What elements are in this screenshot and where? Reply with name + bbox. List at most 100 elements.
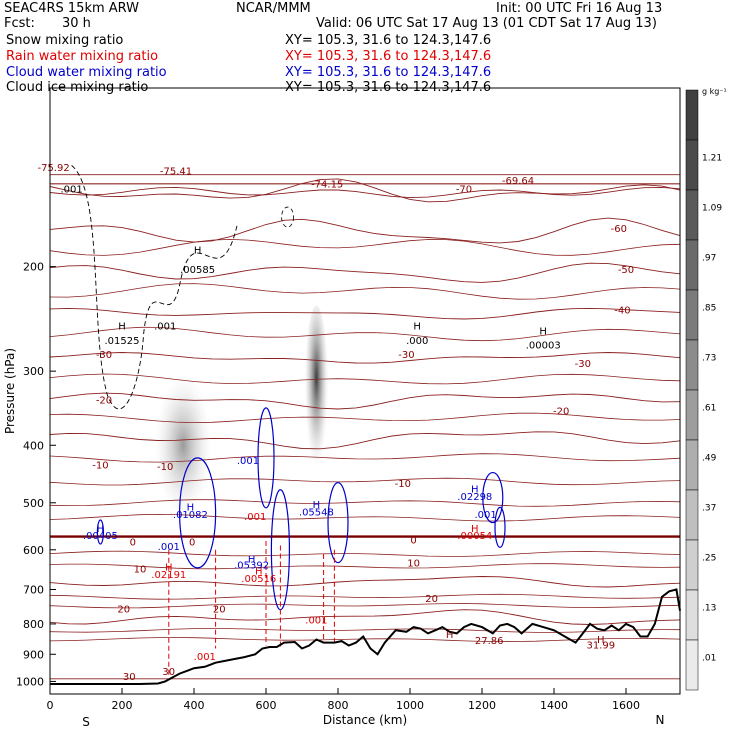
colorbar-tick-label: .01: [702, 654, 716, 664]
end-label-left: S: [82, 715, 90, 729]
colorbar: 1.21 1.09 .97 .85 .73 .61 .49 .37 .25 .13 .01 g kg⁻…: [685, 87, 727, 691]
temperature-contour: [49, 238, 681, 256]
temperature-contour: [49, 283, 681, 300]
contour-label: .001: [158, 542, 180, 553]
axes: 0 200 400 600 800 1000 1200 1400 160020030040050…: [3, 261, 664, 729]
contour-label: -30: [96, 350, 112, 361]
contour-label: 0: [130, 537, 136, 548]
contour-label: .001: [305, 615, 327, 626]
cloud-water-contour: [482, 471, 504, 524]
colorbar-swatch: [685, 339, 699, 391]
contour-label: H: [165, 562, 173, 573]
snow-contours: [71, 164, 295, 410]
x-tick-label: 1600: [612, 699, 640, 712]
y-tick-label: 1000: [16, 675, 44, 688]
y-tick-label: 200: [23, 261, 44, 274]
temperature-contour: [49, 352, 681, 364]
contour-label: .00585: [180, 265, 215, 276]
contour-label: -69.64: [502, 176, 534, 187]
contour-label: .05392: [234, 560, 269, 571]
temperature-contour: [49, 609, 681, 625]
colorbar-tick-label: .25: [702, 554, 716, 564]
colorbar-swatch: [685, 89, 699, 141]
contour-label: 20: [117, 604, 130, 615]
x-tick-label: 0: [47, 699, 54, 712]
colorbar-swatch: [685, 189, 699, 241]
colorbar-tick-label: .97: [702, 254, 716, 264]
contour-label: H: [539, 326, 547, 337]
cloud-water-contour: [257, 407, 275, 509]
contour-label: 0: [189, 537, 195, 548]
contour-labels: 27.86 31.99 -75.92 .001 -75.41 -74.15 -70 -69.6…: [37, 163, 634, 683]
contour-label: .02191: [151, 570, 186, 581]
rain-water-contours: [168, 541, 335, 677]
colorbar-swatch: [685, 389, 699, 441]
colorbar-tick-label: .73: [702, 354, 716, 364]
field-name-rain: Rain water mixing ratio: [6, 49, 159, 64]
colorbar-swatch: [685, 489, 699, 541]
fcst-value: 30 h: [62, 16, 91, 31]
contour-label: .001: [60, 184, 82, 195]
contour-label: H: [471, 484, 479, 495]
field-xy-rain: XY= 105.3, 31.6 to 124.3,147.6: [285, 49, 492, 64]
cloud-water-contour: [327, 482, 349, 564]
cloud-water-contour: [96, 519, 105, 545]
x-tick-label: 1200: [468, 699, 496, 712]
x-tick-label: 1000: [396, 699, 424, 712]
colorbar-tick-label: 1.21: [702, 154, 722, 164]
contour-label: -74.15: [311, 179, 343, 190]
temperature-contour: [49, 186, 681, 199]
terrain-line: [50, 588, 681, 685]
y-tick-label: 400: [23, 439, 44, 452]
contour-label: H: [255, 566, 263, 577]
temperature-contour: [49, 217, 681, 244]
temperature-contour: [49, 550, 681, 557]
y-axis-label: Pressure (hPa): [3, 348, 17, 434]
field-xy-snow: XY= 105.3, 31.6 to 124.3,147.6: [285, 33, 492, 48]
temperature-contour: [49, 412, 681, 424]
temperature-contour: [49, 431, 681, 450]
contour-label: .001: [154, 321, 176, 332]
temperature-contour: [49, 563, 681, 570]
temperature-contour: [49, 513, 681, 522]
temperature-contour: [49, 178, 681, 203]
x-tick-label: 400: [184, 699, 205, 712]
colorbar-tick-label: .37: [702, 504, 716, 514]
temperature-contour: [49, 392, 681, 410]
contour-label: -20: [553, 407, 569, 418]
y-tick-label: 800: [23, 618, 44, 631]
x-tick-label: 1400: [540, 699, 568, 712]
colorbar-tick-label: 1.09: [702, 204, 722, 214]
snow-contour: [71, 164, 238, 410]
colorbar-swatch: [685, 239, 699, 291]
x-axis-label: Distance (km): [323, 713, 407, 727]
hydrometeor-shading: [155, 305, 329, 516]
contour-label: .001: [194, 652, 216, 663]
contour-label: .05548: [299, 507, 334, 518]
colorbar-swatch: [685, 589, 699, 641]
y-tick-label: 500: [23, 497, 44, 510]
temperature-contour: [49, 593, 681, 600]
contour-label: -30: [398, 350, 414, 361]
temperature-contour: [49, 628, 681, 633]
fcst-label: Fcst:: [4, 16, 35, 31]
snow-contour: [281, 206, 295, 228]
colorbar-tick-label: .49: [702, 454, 717, 464]
terrain-label: 31.99: [586, 640, 615, 651]
contour-label: -30: [575, 359, 591, 370]
contour-label: H: [118, 321, 126, 332]
contour-label: .00054: [457, 531, 492, 542]
contour-label: H: [597, 635, 605, 646]
colorbar-unit: g kg⁻¹: [702, 87, 727, 96]
contour-label: .000: [406, 336, 428, 347]
field-name-cloud-water: Cloud water mixing ratio: [6, 65, 167, 80]
contour-label: H: [471, 524, 479, 535]
contour-label: -10: [395, 479, 411, 490]
contour-label: 30: [123, 672, 136, 683]
temperature-contour: [49, 499, 681, 507]
colorbar-tick-label: .61: [702, 404, 716, 414]
model-title: SEAC4RS 15km ARW: [4, 1, 140, 16]
field-name-cloud-ice: Cloud ice mixing ratio: [6, 80, 149, 95]
temperature-contours: [49, 174, 681, 680]
colorbar-swatch: [685, 439, 699, 491]
